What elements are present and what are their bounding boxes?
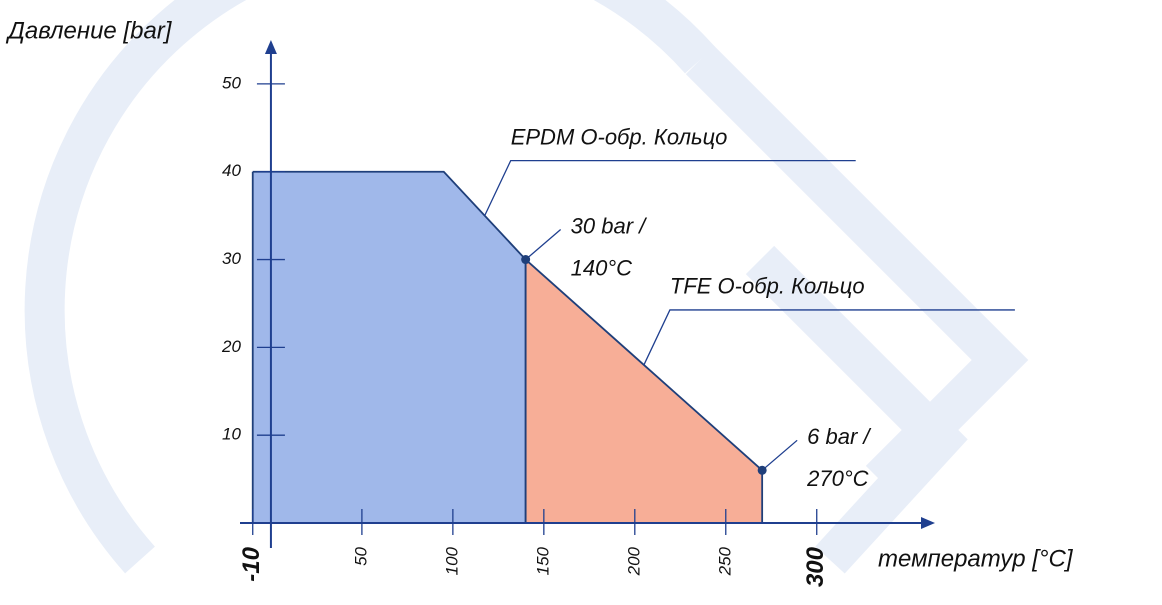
annotation-point: [521, 255, 530, 264]
y-tick-label: 20: [221, 337, 241, 356]
x-axis-label: температур [°C]: [878, 545, 1074, 572]
annotation-text: 270°C: [806, 466, 869, 491]
x-tick-label: 300: [802, 546, 829, 587]
y-tick-label: 40: [222, 161, 241, 180]
x-tick-label: 250: [715, 546, 734, 576]
y-tick-label: 50: [222, 73, 241, 92]
y-tick-label: 30: [222, 249, 241, 268]
y-axis-arrow: [265, 40, 277, 54]
annotation-leader: [762, 440, 797, 470]
x-tick-label: -10: [238, 546, 265, 581]
x-tick-label: 100: [442, 546, 461, 575]
x-tick-label: 50: [351, 546, 370, 565]
annotation-text: 30 bar /: [571, 213, 647, 238]
annotation-text: 140°C: [571, 255, 633, 280]
x-tick-label: 150: [533, 546, 552, 575]
x-axis-arrow: [921, 517, 935, 529]
watermark-stripe: [700, 60, 1000, 480]
series-label: EPDM О-обр. Кольцо: [511, 124, 728, 149]
annotation-text: 6 bar /: [807, 424, 871, 449]
annotation-leader: [526, 230, 561, 260]
watermark-stripe: [760, 260, 940, 560]
area-fill: [253, 172, 526, 523]
page: Давление [bar] температур [°C] EPDM О-об…: [0, 0, 1162, 605]
area-fill: [526, 260, 763, 523]
x-tick-label: 200: [624, 546, 643, 576]
annotation-point: [758, 466, 767, 475]
y-tick-label: 10: [222, 425, 241, 444]
y-axis-label: Давление [bar]: [5, 17, 173, 44]
chart: Давление [bar] температур [°C] EPDM О-об…: [0, 0, 1162, 605]
series-label: TFE О-обр. Кольцо: [670, 274, 865, 299]
